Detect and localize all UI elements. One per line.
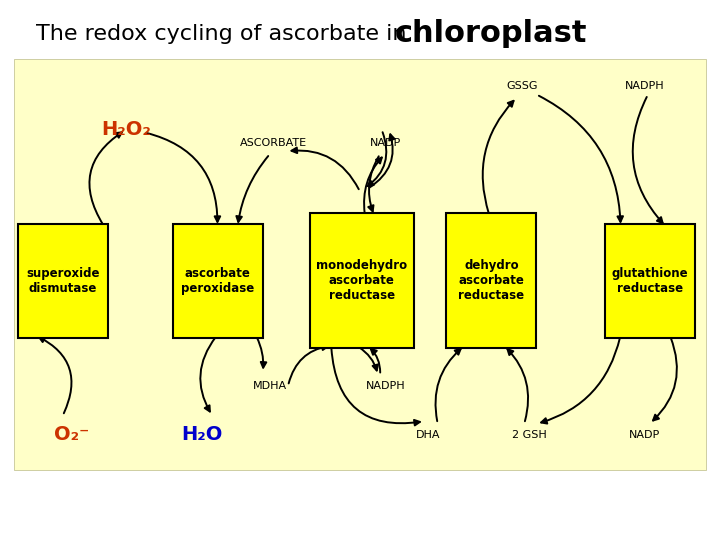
FancyArrowPatch shape	[369, 134, 395, 187]
FancyArrowPatch shape	[508, 349, 528, 421]
FancyArrowPatch shape	[331, 348, 420, 426]
FancyArrowPatch shape	[653, 338, 677, 421]
Text: MDHA: MDHA	[253, 381, 287, 391]
FancyBboxPatch shape	[446, 213, 536, 348]
FancyArrowPatch shape	[436, 349, 461, 421]
Text: O₂⁻: O₂⁻	[55, 425, 89, 444]
FancyBboxPatch shape	[14, 59, 706, 470]
Text: NADP: NADP	[629, 430, 660, 440]
FancyArrowPatch shape	[368, 156, 379, 211]
FancyArrowPatch shape	[257, 338, 266, 368]
FancyArrowPatch shape	[482, 101, 513, 213]
FancyArrowPatch shape	[539, 96, 623, 222]
FancyBboxPatch shape	[605, 224, 695, 338]
Text: NADP: NADP	[369, 138, 401, 148]
FancyArrowPatch shape	[147, 133, 220, 222]
Text: superoxide
dismutase: superoxide dismutase	[26, 267, 100, 295]
FancyArrowPatch shape	[368, 132, 387, 186]
FancyArrowPatch shape	[39, 337, 71, 413]
FancyArrowPatch shape	[236, 156, 269, 222]
FancyArrowPatch shape	[633, 97, 662, 223]
FancyArrowPatch shape	[371, 349, 380, 373]
FancyArrowPatch shape	[541, 338, 620, 423]
Text: ascorbate
peroxidase: ascorbate peroxidase	[181, 267, 254, 295]
Text: The redox cycling of ascorbate in: The redox cycling of ascorbate in	[36, 24, 413, 44]
Text: chloroplast: chloroplast	[395, 19, 587, 48]
FancyArrowPatch shape	[289, 345, 328, 383]
Text: NADPH: NADPH	[624, 82, 665, 91]
Text: H₂O: H₂O	[181, 425, 222, 444]
FancyBboxPatch shape	[310, 213, 414, 348]
Text: glutathione
reductase: glutathione reductase	[611, 267, 688, 295]
FancyBboxPatch shape	[173, 224, 263, 338]
Text: dehydro
ascorbate
reductase: dehydro ascorbate reductase	[459, 259, 524, 302]
Text: DHA: DHA	[416, 430, 441, 440]
Text: GSSG: GSSG	[506, 82, 538, 91]
Text: 2 GSH: 2 GSH	[512, 430, 546, 440]
Text: ASCORBATE: ASCORBATE	[240, 138, 307, 148]
FancyArrowPatch shape	[364, 158, 382, 213]
FancyArrowPatch shape	[359, 347, 378, 370]
FancyArrowPatch shape	[200, 337, 216, 411]
FancyBboxPatch shape	[18, 224, 108, 338]
Text: NADPH: NADPH	[365, 381, 405, 391]
FancyArrowPatch shape	[292, 147, 359, 189]
FancyArrowPatch shape	[89, 132, 122, 225]
Text: H₂O₂: H₂O₂	[101, 120, 151, 139]
Text: monodehydro
ascorbate
reductase: monodehydro ascorbate reductase	[316, 259, 408, 302]
